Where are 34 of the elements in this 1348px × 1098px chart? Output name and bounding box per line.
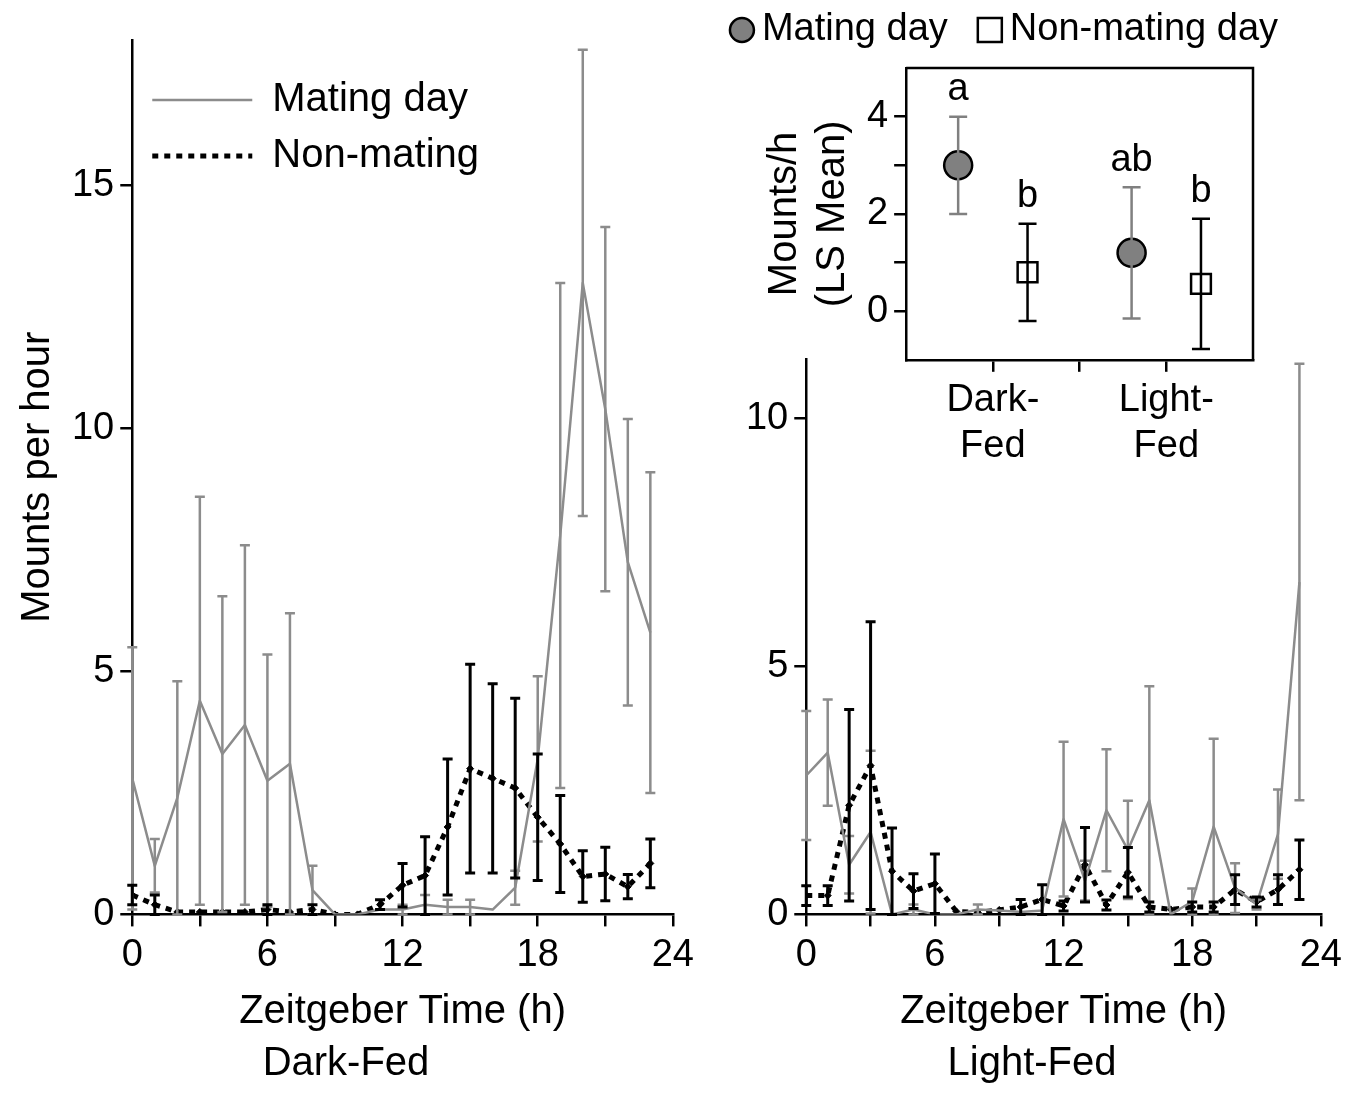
legend-label: Mating day — [272, 75, 468, 120]
x-tick-label: 24 — [1299, 931, 1343, 974]
x-tick-label: 0 — [795, 931, 817, 974]
legend-label: Non-mating day — [1009, 6, 1279, 49]
y-tick-label: 0 — [93, 890, 115, 933]
y-tick-label: 0 — [866, 287, 889, 330]
data-label: b — [1016, 173, 1039, 216]
text: Light-Fed — [947, 1039, 1117, 1084]
x-tick-label: 24 — [651, 931, 695, 974]
x-tick-label: 0 — [121, 931, 143, 974]
x-tick-label: 12 — [1042, 931, 1085, 974]
y-tick-label: 5 — [767, 642, 789, 685]
legend-label: Non-mating — [272, 131, 480, 176]
y-tick-label: 0 — [767, 890, 789, 933]
x-axis-title: Zeitgeber Time (h) — [900, 987, 1227, 1032]
y-tick-label: 4 — [866, 93, 889, 136]
data-label: b — [1190, 168, 1212, 211]
text: Dark-Fed — [262, 1039, 430, 1084]
y-tick-label: 2 — [866, 190, 889, 233]
x-tick-label: 18 — [1171, 931, 1214, 974]
data-label: ab — [1110, 136, 1153, 179]
y-tick-label: 10 — [71, 405, 115, 448]
data-label: a — [947, 66, 970, 109]
x-tick-label: 6 — [924, 931, 946, 974]
x-tick-label: 18 — [516, 931, 559, 974]
y-tick-label: 5 — [93, 648, 115, 690]
x-tick-label: 12 — [381, 931, 424, 974]
y-axis-title: Mounts per hour — [13, 331, 58, 623]
y-axis-title: Mounts/h (LS Mean) — [760, 120, 853, 308]
x-axis-title: Zeitgeber Time (h) — [239, 987, 566, 1032]
x-tick-label: 6 — [256, 931, 278, 974]
y-tick-label: 15 — [71, 162, 115, 205]
y-tick-label: 10 — [745, 394, 789, 437]
legend-label: Mating day — [761, 6, 948, 49]
